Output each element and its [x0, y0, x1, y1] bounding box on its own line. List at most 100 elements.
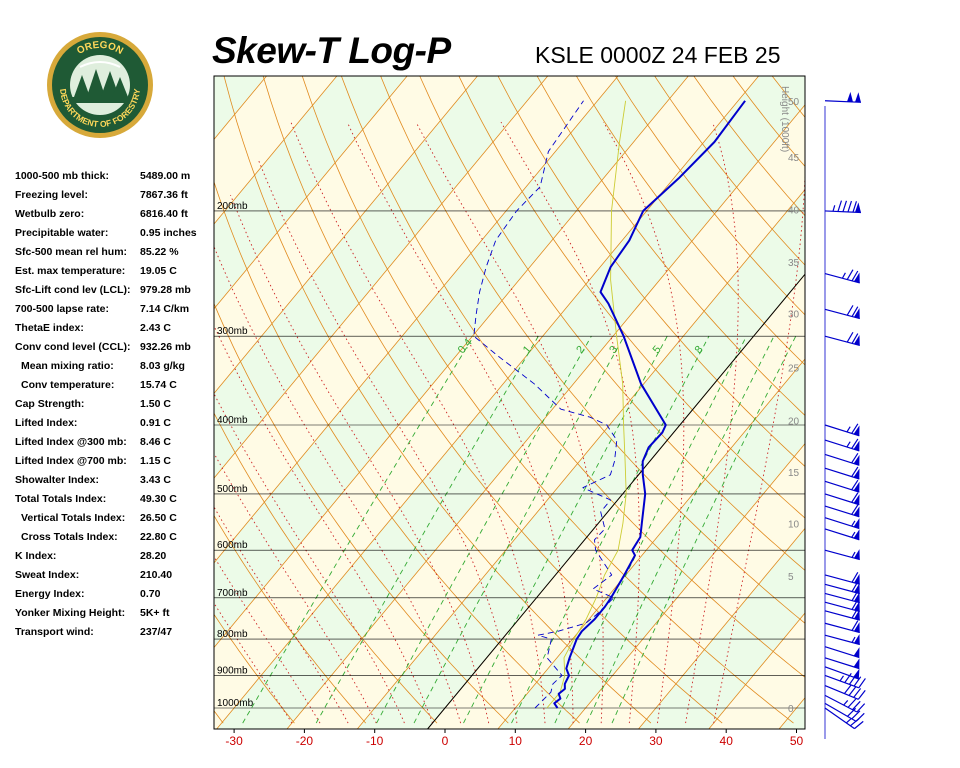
index-label: Total Totals Index:	[15, 493, 107, 505]
index-row: Lifted Index @700 mb: 1.15 C	[15, 453, 205, 472]
isotherm-band	[216, 76, 805, 729]
dry-adiabat	[536, 76, 805, 416]
barb-full	[856, 703, 866, 713]
station-time-label: KSLE 0000Z 24 FEB 25	[535, 42, 781, 68]
barb-full	[851, 599, 859, 610]
index-label: Sfc-Lift cond lev (LCL):	[15, 284, 131, 296]
index-label: ThetaE index:	[15, 322, 84, 334]
index-value: 7867.36 ft	[140, 189, 188, 201]
dry-adiabat	[262, 76, 723, 724]
index-row: Freezing level: 7867.36 ft	[15, 187, 205, 206]
barb-half	[839, 675, 844, 682]
barb-flag	[853, 601, 860, 612]
barb-full	[851, 423, 859, 434]
index-value: 1.50 C	[140, 398, 171, 410]
pressure-label: 600mb	[217, 540, 248, 551]
index-row: Total Totals Index: 49.30 C	[15, 491, 205, 510]
barb-staff	[824, 707, 855, 730]
wind-barb	[824, 269, 860, 284]
index-row: Sfc-500 mean rel hum: 85.22 %	[15, 244, 205, 263]
barb-full	[853, 688, 862, 698]
index-label: Mean mixing ratio:	[21, 360, 114, 372]
index-value: 6816.40 ft	[140, 208, 188, 220]
index-row: Cap Strength: 1.50 C	[15, 396, 205, 415]
mixing-ratio-line	[315, 335, 539, 724]
wind-barb	[824, 466, 860, 480]
barb-flag	[854, 92, 861, 103]
wind-barb	[824, 607, 860, 621]
barb-full	[850, 718, 860, 727]
barb-full	[857, 689, 866, 700]
index-value: 3.43 C	[140, 474, 171, 486]
barb-flag	[853, 481, 860, 493]
index-label: Sfc-500 mean rel hum:	[15, 246, 128, 258]
index-label: Transport wind:	[15, 626, 94, 638]
index-label: Sweat Index:	[15, 569, 80, 581]
wind-barb	[824, 694, 866, 713]
barb-half	[845, 718, 852, 724]
dry-adiabat	[380, 76, 805, 624]
isotherm-line	[638, 527, 805, 729]
index-value: 0.91 C	[140, 417, 171, 429]
moist-adiabat	[214, 506, 349, 724]
index-row: Precipitable water: 0.95 inches	[15, 225, 205, 244]
dry-adiabat	[214, 412, 438, 724]
pressure-label: 900mb	[217, 665, 248, 676]
index-label: Energy Index:	[15, 588, 85, 600]
wind-barb	[824, 581, 860, 595]
mixing-ratio-line	[376, 335, 592, 724]
dry-adiabat	[575, 76, 805, 366]
barb-full	[851, 607, 859, 619]
mixing-ratio-line	[242, 335, 474, 724]
x-tick-label: 40	[720, 734, 734, 748]
barb-half	[843, 700, 849, 706]
barb-flag	[853, 573, 860, 585]
dry-adiabat	[789, 0, 960, 723]
index-label: Cap Strength:	[15, 398, 85, 410]
svg-text:OREGON: OREGON	[75, 40, 125, 57]
barb-full	[847, 200, 853, 213]
index-label: Wetbulb zero:	[15, 208, 85, 220]
index-row: Lifted Index @300 mb: 8.46 C	[15, 434, 205, 453]
barb-full	[852, 201, 858, 213]
wind-barb	[824, 438, 860, 452]
barb-flag	[853, 529, 860, 540]
isotherm-line	[214, 76, 478, 395]
index-value: 15.74 C	[140, 379, 177, 391]
barb-full	[847, 698, 857, 708]
x-tick-label: 20	[579, 734, 593, 748]
index-label: Cross Totals Index:	[21, 531, 118, 543]
isotherm-bands	[214, 76, 805, 729]
barb-flag	[853, 454, 860, 466]
wind-barbs	[824, 91, 866, 739]
index-label: Est. max temperature:	[15, 265, 126, 277]
x-tick-label: 30	[649, 734, 663, 748]
index-value: 19.05 C	[140, 265, 177, 277]
height-axis-label: Height (1000ft)	[779, 86, 790, 152]
index-row: 1000-500 mb thick: 5489.00 m	[15, 168, 205, 187]
sounding-series	[473, 100, 746, 709]
barb-half	[851, 520, 856, 527]
index-value: 210.40	[140, 569, 173, 581]
index-value: 1.15 C	[140, 455, 171, 467]
barb-flag	[853, 658, 860, 669]
barb-half	[846, 441, 851, 448]
barb-full	[852, 700, 861, 711]
barb-staff	[824, 308, 860, 320]
parcel-profile	[546, 100, 627, 709]
index-label: Lifted Index @300 mb:	[15, 436, 127, 448]
wind-barb	[824, 672, 866, 689]
moist-adiabat	[230, 194, 490, 724]
index-label: Yonker Mixing Height:	[15, 607, 126, 619]
wind-barb	[824, 657, 860, 670]
dry-adiabat	[825, 0, 960, 723]
barb-half	[851, 636, 856, 643]
wind-barb	[824, 528, 860, 541]
height-tick-label: 0	[788, 704, 794, 715]
barb-flag	[853, 335, 860, 346]
isobars: 200mb 300mb 400mb 500mb 600mb 700mb 800mb 900mb…	[214, 201, 805, 709]
barb-flag	[853, 592, 860, 603]
barb-full	[851, 306, 859, 317]
chart-title: Skew-T Log-P	[212, 30, 451, 71]
barb-full	[846, 331, 854, 343]
